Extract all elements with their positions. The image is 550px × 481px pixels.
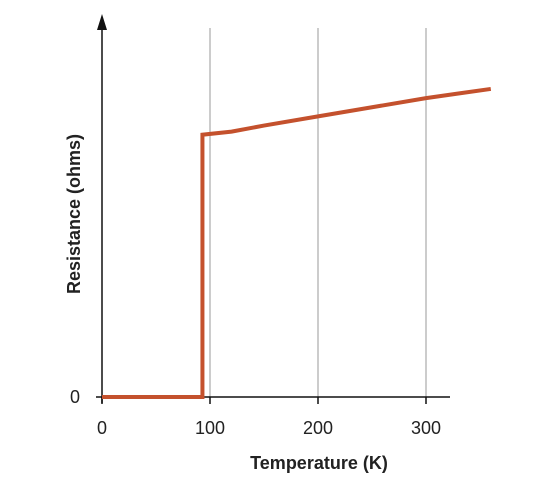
series-line-0 (102, 86, 492, 399)
x-tick-label-100: 100 (195, 418, 225, 438)
tick-layer: 0 100 200 300 0 (70, 387, 441, 438)
series-layer (102, 86, 492, 399)
y-axis-title: Resistance (ohms) (64, 134, 84, 294)
axis-layer (96, 14, 450, 403)
y-axis-arrow-icon (97, 14, 107, 30)
grid-layer (209, 28, 427, 397)
x-axis-title: Temperature (K) (250, 453, 388, 473)
x-tick-label-0: 0 (97, 418, 107, 438)
x-tick-label-300: 300 (411, 418, 441, 438)
y-tick-label-0: 0 (70, 387, 80, 407)
x-tick-label-200: 200 (303, 418, 333, 438)
